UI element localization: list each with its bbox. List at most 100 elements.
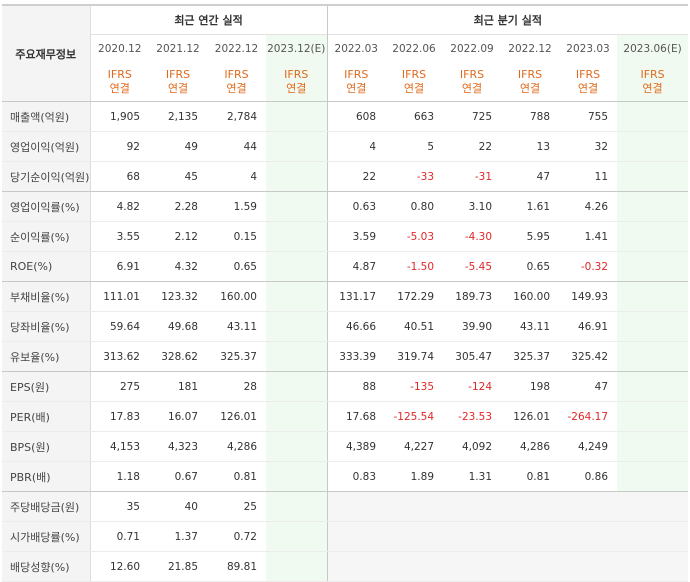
table-cell: 22	[443, 131, 502, 162]
table-cell: 1,905	[90, 101, 149, 132]
table-cell	[501, 521, 560, 552]
table-cell: 198	[501, 371, 560, 402]
table-cell	[617, 521, 689, 552]
table-cell	[266, 461, 328, 492]
table-cell: 4,286	[207, 431, 266, 462]
table-cell	[559, 491, 618, 522]
table-cell	[443, 521, 502, 552]
table-row: 매출액(억원) 1,905 2,135 2,784 608 663 725 788 755	[2, 101, 689, 132]
table-cell: 172.29	[385, 281, 444, 312]
table-cell	[266, 491, 328, 522]
table-cell: 328.62	[149, 341, 207, 372]
period-header-annual-1: 2021.12	[149, 34, 207, 62]
ifrs-text: IFRS	[107, 67, 132, 81]
table-cell: 4,389	[326, 431, 386, 462]
row-label: 배당성향(%)	[2, 551, 91, 582]
table-cell	[266, 131, 328, 162]
table-cell	[617, 131, 689, 162]
table-cell: 40	[149, 491, 207, 522]
table-cell	[617, 221, 689, 252]
row-label: 영업이익률(%)	[2, 191, 91, 222]
table-cell: 4.26	[559, 191, 618, 222]
table-row: 유보율(%) 313.62 328.62 325.37 333.39 319.74 305.…	[2, 341, 689, 372]
annual-title: 최근 연간 실적	[90, 4, 328, 35]
table-cell: 608	[326, 101, 386, 132]
table-cell: 275	[90, 371, 149, 402]
table-row: BPS(원) 4,153 4,323 4,286 4,389 4,227 4,092 4,28…	[2, 431, 689, 462]
consolidated-text: 연결	[519, 81, 541, 95]
table-cell: 4,249	[559, 431, 618, 462]
table-row: 영업이익(억원) 92 49 44 4 5 22 13 32	[2, 131, 689, 162]
table-cell: 0.81	[501, 461, 560, 492]
row-label: 순이익률(%)	[2, 221, 91, 252]
table-cell: 325.42	[559, 341, 618, 372]
table-cell: 43.11	[501, 311, 560, 342]
table-cell: -1.50	[385, 251, 444, 282]
table-cell: 1.61	[501, 191, 560, 222]
table-cell	[559, 551, 618, 582]
table-cell: 0.83	[326, 461, 386, 492]
table-cell: 49.68	[149, 311, 207, 342]
table-cell	[617, 101, 689, 132]
table-cell: 305.47	[443, 341, 502, 372]
table-cell: 0.81	[207, 461, 266, 492]
ifrs-text: IFRS	[640, 67, 665, 81]
table-cell: 189.73	[443, 281, 502, 312]
table-cell: 68	[90, 161, 149, 192]
table-cell: 0.65	[207, 251, 266, 282]
table-cell	[617, 161, 689, 192]
ifrs-label-annual-2: IFRS 연결	[207, 62, 266, 102]
table-cell: 111.01	[90, 281, 149, 312]
table-cell	[617, 341, 689, 372]
table-cell	[326, 521, 386, 552]
row-label: EPS(원)	[2, 371, 91, 402]
table-row: ROE(%) 6.91 4.32 0.65 4.87 -1.50 -5.45 0.65 -0.3…	[2, 251, 689, 282]
financial-data-body: 매출액(억원) 1,905 2,135 2,784 608 663 725 788 755 영업이…	[2, 101, 689, 582]
table-cell: 131.17	[326, 281, 386, 312]
table-cell	[266, 371, 328, 402]
table-cell: -125.54	[385, 401, 444, 432]
table-cell	[266, 281, 328, 312]
ifrs-label-quarter-5: IFRS 연결	[617, 62, 689, 102]
table-cell: 4,323	[149, 431, 207, 462]
table-cell: 4.82	[90, 191, 149, 222]
table-cell: -4.30	[443, 221, 502, 252]
table-cell: 4.32	[149, 251, 207, 282]
table-cell	[266, 431, 328, 462]
table-cell: 92	[90, 131, 149, 162]
table-cell: -124	[443, 371, 502, 402]
ifrs-text: IFRS	[344, 67, 369, 81]
table-cell	[617, 491, 689, 522]
ifrs-text: IFRS	[165, 67, 191, 81]
table-cell: -31	[443, 161, 502, 192]
table-cell: -0.32	[559, 251, 618, 282]
table-row: 영업이익률(%) 4.82 2.28 1.59 0.63 0.80 3.10 1.61 4.26	[2, 191, 689, 222]
table-cell	[501, 551, 560, 582]
row-label: PBR(배)	[2, 461, 91, 492]
table-row: PER(배) 17.83 16.07 126.01 17.68 -125.54 -23.53…	[2, 401, 689, 432]
table-cell: 12.60	[90, 551, 149, 582]
table-row: EPS(원) 275 181 28 88 -135 -124 198 47	[2, 371, 689, 402]
ifrs-label-annual-1: IFRS 연결	[149, 62, 207, 102]
ifrs-label-annual-0: IFRS 연결	[90, 62, 149, 102]
table-cell	[266, 191, 328, 222]
table-cell: 725	[443, 101, 502, 132]
period-header-annual-2: 2022.12	[207, 34, 266, 62]
table-cell: 47	[501, 161, 560, 192]
table-cell: 160.00	[207, 281, 266, 312]
table-cell: 44	[207, 131, 266, 162]
period-header-quarter-1: 2022.06	[385, 34, 444, 62]
table-cell: 325.37	[501, 341, 560, 372]
table-cell: 3.59	[326, 221, 386, 252]
row-label: 시가배당률(%)	[2, 521, 91, 552]
table-cell: 0.86	[559, 461, 618, 492]
table-cell: 333.39	[326, 341, 386, 372]
table-cell	[617, 191, 689, 222]
table-cell: 663	[385, 101, 444, 132]
table-cell: 21.85	[149, 551, 207, 582]
table-cell: 4,153	[90, 431, 149, 462]
table-cell: 3.10	[443, 191, 502, 222]
period-header-annual-0: 2020.12	[90, 34, 149, 62]
table-cell	[266, 311, 328, 342]
table-cell: 4	[326, 131, 386, 162]
